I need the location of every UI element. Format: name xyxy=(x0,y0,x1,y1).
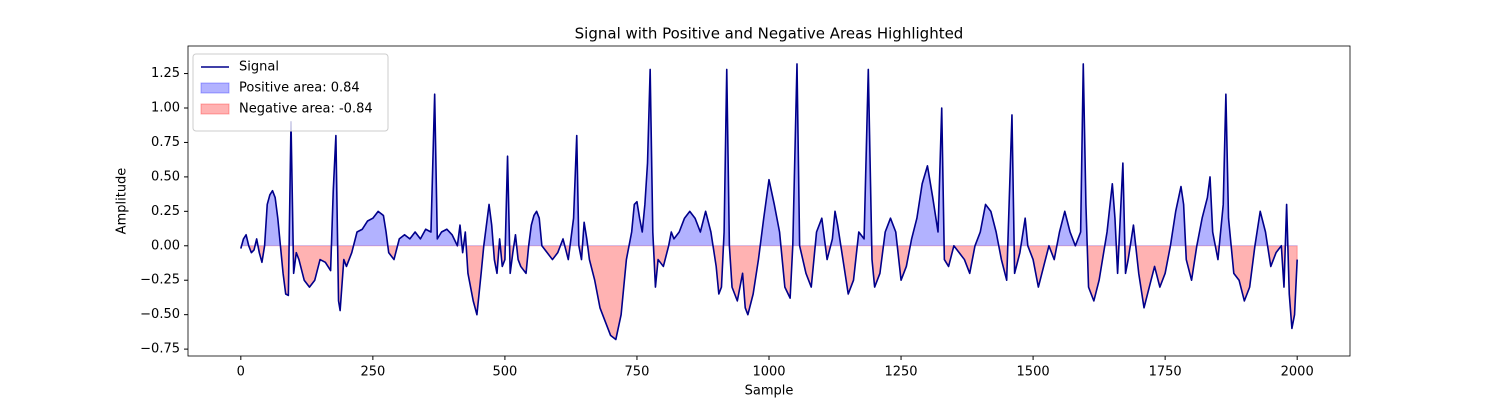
legend-patch xyxy=(200,82,230,94)
y-tick-label: 1.00 xyxy=(151,101,180,116)
x-tick-label: 500 xyxy=(492,365,517,380)
x-tick-label: 0 xyxy=(237,365,245,380)
x-tick-label: 1250 xyxy=(884,365,917,380)
x-tick-label: 1750 xyxy=(1149,365,1182,380)
y-tick-label: 0.00 xyxy=(151,238,180,253)
legend-patch xyxy=(200,103,230,115)
legend-label: Positive area: 0.84 xyxy=(239,81,360,96)
legend: Signal Positive area: 0.84 Negative area: … xyxy=(192,53,389,132)
y-tick-label: −0.75 xyxy=(140,342,180,357)
x-tick-label: 2000 xyxy=(1281,365,1314,380)
x-tick-label: 1000 xyxy=(752,365,785,380)
y-tick-label: −0.50 xyxy=(140,307,180,322)
legend-label: Signal xyxy=(239,60,279,75)
y-tick-label: 1.25 xyxy=(151,66,180,81)
legend-label: Negative area: -0.84 xyxy=(239,102,373,117)
y-tick-label: 0.75 xyxy=(151,135,180,150)
y-tick-label: 0.25 xyxy=(151,204,180,219)
x-tick-label: 250 xyxy=(360,365,385,380)
y-axis-label: Amplitude xyxy=(115,168,130,235)
x-tick-label: 750 xyxy=(625,365,650,380)
x-tick-label: 1500 xyxy=(1017,365,1050,380)
signal-line xyxy=(240,63,1298,341)
chart-title: Signal with Positive and Negative Areas … xyxy=(575,25,964,43)
legend-box xyxy=(192,53,389,132)
y-tick-label: 0.50 xyxy=(151,169,180,184)
plot-frame xyxy=(187,45,1351,357)
x-axis-label: Sample xyxy=(745,384,794,399)
y-tick-label: −0.25 xyxy=(140,273,180,288)
